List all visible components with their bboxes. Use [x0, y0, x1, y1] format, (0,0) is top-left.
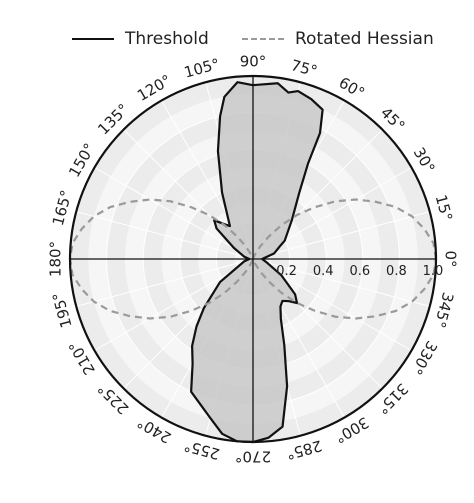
- angular-gridline: [252, 211, 430, 260]
- radial-tick-label: 0.4: [313, 264, 334, 279]
- angle-tick-label: 180°: [47, 241, 65, 277]
- angle-tick-label: 345°: [430, 290, 457, 330]
- angle-tick-label: 15°: [432, 193, 456, 223]
- angle-tick-label: 105°: [182, 55, 222, 82]
- legend-label-rotated-hessian: Rotated Hessian: [295, 29, 434, 49]
- angle-tick-label: 270°: [235, 448, 271, 466]
- radial-tick-label: 0.8: [386, 264, 407, 279]
- angular-gridline: [76, 211, 254, 260]
- angular-gridline: [252, 258, 430, 307]
- angle-tick-label: 195°: [49, 290, 76, 330]
- legend-item-threshold: Threshold: [72, 29, 209, 49]
- angle-tick-label: 90°: [240, 53, 267, 71]
- legend-item-rotated-hessian: Rotated Hessian: [242, 29, 434, 49]
- legend-label-threshold: Threshold: [125, 29, 209, 49]
- angle-tick-label: 285°: [284, 436, 324, 463]
- angular-gridline: [76, 258, 254, 307]
- angular-gridline: [94, 167, 254, 260]
- series-threshold: [190, 81, 324, 444]
- angle-tick-label: 165°: [49, 188, 76, 228]
- angle-tick-label: 0°: [442, 250, 460, 267]
- angular-gridline: [94, 258, 254, 351]
- legend-swatch-threshold: [72, 38, 114, 40]
- legend: Threshold Rotated Hessian: [72, 29, 452, 53]
- radial-tick-label: 0.2: [276, 264, 297, 279]
- legend-swatch-rotated-hessian: [242, 38, 284, 40]
- polar-frame: [68, 74, 438, 444]
- radial-tick-label: 0.6: [349, 264, 370, 279]
- angle-tick-label: 75°: [289, 56, 319, 80]
- angle-tick-label: 255°: [182, 436, 222, 463]
- radial-tick-label: 1.0: [423, 264, 444, 279]
